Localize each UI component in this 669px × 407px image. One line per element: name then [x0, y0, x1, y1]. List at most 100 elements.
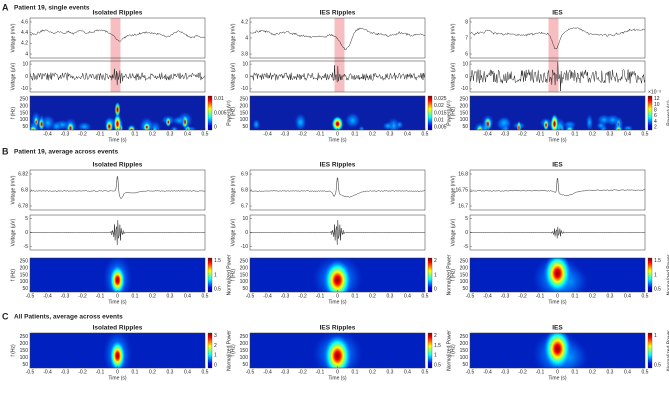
x-tick-label: -0.4 [263, 369, 272, 375]
x-tick-label: -0.3 [61, 369, 70, 375]
y-tick-label: 200 [240, 341, 249, 347]
y-tick-label: 100 [20, 117, 29, 123]
y-tick-label: 4.2 [21, 41, 28, 47]
x-tick-label: -0.4 [263, 131, 272, 137]
y-tick-label: 7 [465, 35, 468, 41]
x-tick-label: 0.2 [589, 369, 596, 375]
colorbar-tick-label: 1.5 [214, 258, 221, 264]
y-tick-label: 100 [20, 355, 29, 361]
x-tick-label: -0.1 [536, 369, 545, 375]
colorbar-tick-label: 0.5 [654, 363, 661, 369]
column-title: IES [552, 162, 563, 169]
y-tick-label: 150 [240, 348, 249, 354]
colorbar-tick-label: 0.01 [214, 96, 224, 102]
colorbar-tick-label: 1 [434, 272, 437, 278]
x-tick-label: 0.3 [167, 131, 174, 137]
signal-trace [469, 177, 646, 196]
x-tick-label: 0.5 [642, 131, 649, 137]
x-tick-label: -0.3 [501, 369, 510, 375]
spectral-peak [516, 120, 522, 130]
x-tick-label: 0.3 [387, 293, 394, 299]
x-tick-label: -0.5 [466, 293, 475, 299]
spectrogram [250, 333, 425, 368]
signal-trace [469, 61, 646, 92]
colorbar-tick-label: 6 [654, 113, 657, 119]
colorbar-tick-label: 0 [214, 363, 217, 369]
x-tick-label: -0.2 [518, 293, 527, 299]
y-tick-label: 4 [245, 35, 248, 41]
y-tick-label: 0 [465, 74, 468, 80]
spectrogram [30, 96, 205, 130]
x-tick-label: 0.1 [572, 131, 579, 137]
spectral-peak [109, 264, 126, 292]
x-tick-label: 0.3 [387, 369, 394, 375]
colorbar-tick-label: 0.015 [434, 110, 447, 116]
x-tick-label: -0.1 [96, 131, 105, 137]
column-title: IES [552, 325, 563, 332]
column-title: Isolated Ripples [93, 325, 143, 332]
y-tick-label: 0 [465, 230, 468, 236]
colorbar-label: Normalized Power [226, 254, 232, 295]
spectral-blob [502, 123, 509, 130]
y-axis-label: Voltage (mV) [10, 175, 16, 204]
spectral-blob [358, 125, 365, 130]
spectral-blob [596, 121, 606, 130]
panel-label: A [2, 2, 9, 12]
event-highlight [548, 18, 559, 92]
y-tick-label: 150 [240, 272, 249, 278]
colorbar-label: Normalized Power [666, 330, 669, 371]
axes-frame [249, 169, 426, 211]
y-tick-label: 100 [460, 279, 469, 285]
x-tick-label: -0.2 [78, 369, 87, 375]
x-tick-label: -0.3 [281, 369, 290, 375]
y-tick-label: 4.2 [241, 19, 248, 25]
y-tick-label: 50 [462, 362, 468, 368]
spectrogram [250, 258, 425, 292]
colorbar-tick-label: 0.5 [214, 287, 221, 293]
colorbar-tick-label: 2 [654, 125, 657, 131]
colorbar-tick-label: 4 [654, 119, 657, 125]
x-tick-label: -0.1 [316, 131, 325, 137]
y-tick-label: 50 [22, 124, 28, 130]
spectral-peak [172, 127, 177, 130]
spectral-blob [395, 121, 404, 129]
y-tick-label: 100 [460, 355, 469, 361]
y-tick-label: 10 [22, 61, 28, 67]
panel-label: B [2, 146, 9, 156]
x-tick-label: 0.4 [624, 131, 631, 137]
spectral-blob [252, 119, 261, 130]
y-tick-label: 250 [240, 97, 249, 103]
spectral-peak [566, 126, 574, 130]
x-tick-label: 0 [556, 369, 559, 375]
y-axis-label: f (Hz) [10, 269, 16, 282]
colorbar-tick-label: 0.01 [434, 117, 444, 123]
x-tick-label: 0.4 [184, 293, 191, 299]
y-tick-label: 50 [242, 124, 248, 130]
y-axis-label: Voltage (µV) [230, 218, 236, 246]
y-tick-label: 6.9 [241, 171, 248, 177]
spectral-peak [331, 115, 344, 130]
x-tick-label: 0.4 [624, 293, 631, 299]
colorbar-tick-label: 12 [654, 96, 660, 102]
y-tick-label: 10 [242, 61, 248, 67]
colorbar-tick-label: 8 [654, 107, 657, 113]
spectral-peak [550, 113, 559, 130]
signal-trace [249, 65, 426, 83]
y-tick-label: 250 [460, 97, 469, 103]
colorbar-tick-label: 0.5 [654, 287, 661, 293]
spectrogram [30, 258, 205, 292]
spectrogram [250, 96, 425, 130]
panel-title: Patient 19, average across events [14, 149, 118, 156]
spectrogram [470, 333, 645, 368]
y-tick-label: 10 [462, 61, 468, 67]
y-tick-label: 0 [25, 230, 28, 236]
y-axis-label: Voltage (mV) [10, 23, 16, 52]
y-axis-label: Voltage (mV) [230, 175, 236, 204]
x-tick-label: 0.1 [132, 369, 139, 375]
colorbar-tick-label: 2 [434, 258, 437, 264]
spectral-blob [51, 120, 63, 130]
x-tick-label: -0.1 [316, 369, 325, 375]
x-tick-label: 0 [556, 293, 559, 299]
y-tick-label: 50 [22, 286, 28, 292]
x-axis-label: Time (s) [548, 299, 566, 305]
